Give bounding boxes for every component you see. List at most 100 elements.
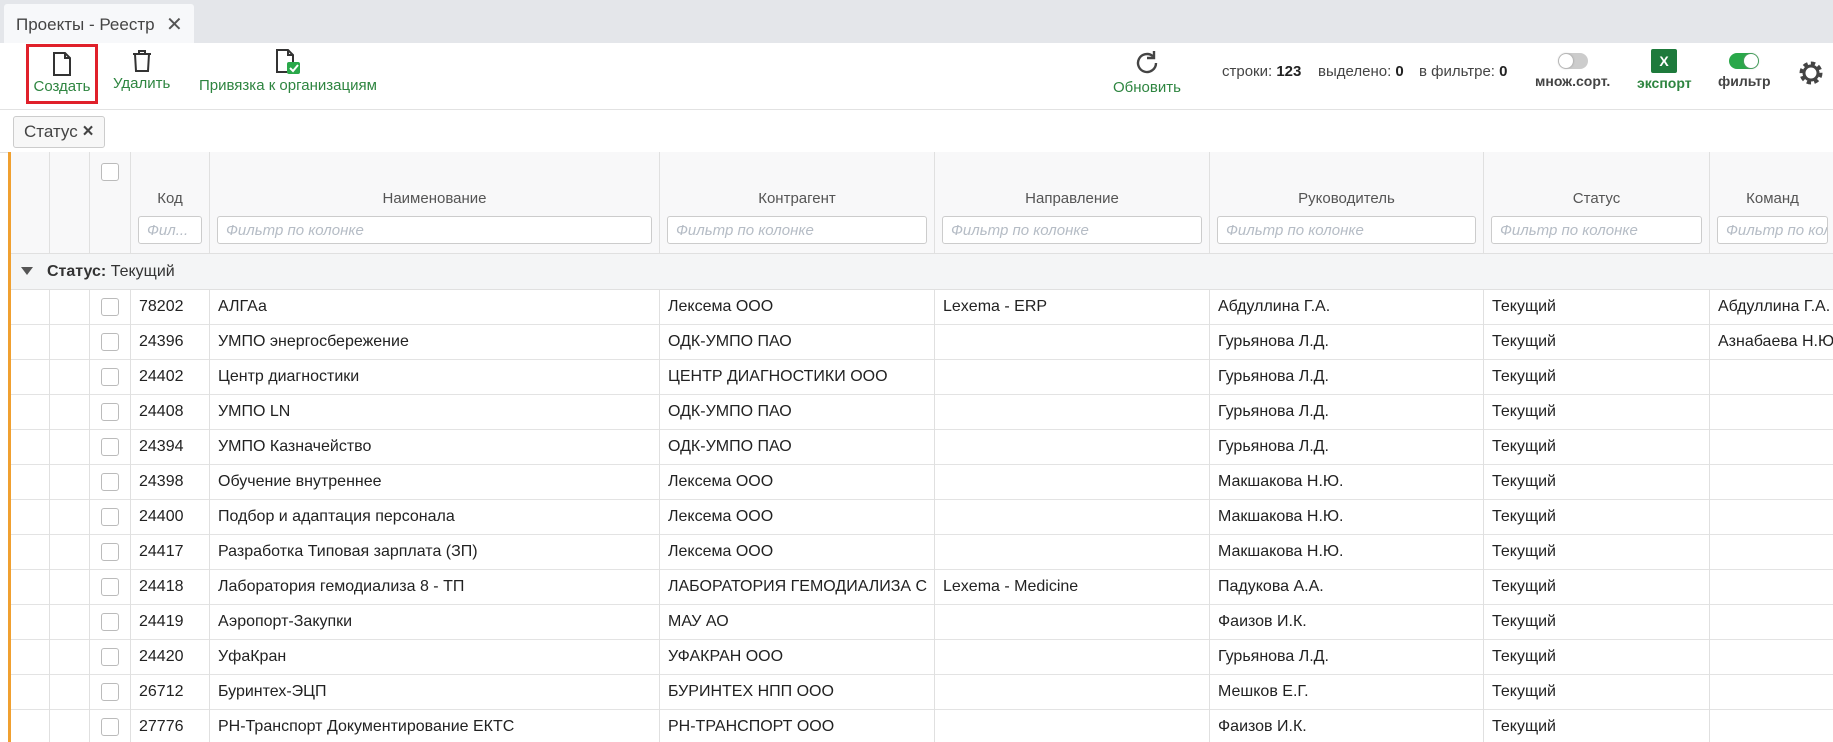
cell-text: Гурьянова Л.Д. xyxy=(1210,429,1484,464)
grid-row[interactable]: 24398 Обучение внутреннее Лексема ООО Макша… xyxy=(11,464,1833,500)
row-cell xyxy=(90,359,131,394)
refresh-button[interactable]: Обновить xyxy=(1113,49,1181,96)
cell-text: ЦЕНТР ДИАГНОСТИКИ ООО xyxy=(660,359,935,394)
stat-value: 123 xyxy=(1276,63,1302,80)
cell-text xyxy=(1710,639,1833,674)
row-cell xyxy=(90,709,131,742)
cell-text: АЛГАа xyxy=(210,289,660,324)
grid-row[interactable]: 24402 Центр диагностики ЦЕНТР ДИАГНОСТИКИ … xyxy=(11,359,1833,395)
column-header[interactable]: Статус Фильтр по колонке xyxy=(1484,152,1710,254)
cell-text: Лексема ООО xyxy=(660,534,935,569)
column-title: Контрагент xyxy=(758,190,836,207)
column-filter[interactable]: Фильтр по колонке xyxy=(1491,216,1702,244)
row-checkbox[interactable] xyxy=(101,718,119,736)
row-cell xyxy=(90,674,131,709)
grid-row[interactable]: 24394 УМПО Казначейство ОДК-УМПО ПАО Гурьян… xyxy=(11,429,1833,465)
export-button[interactable]: X экспорт xyxy=(1637,49,1692,91)
cell-text: 24419 xyxy=(131,604,210,639)
grid-row[interactable]: 24408 УМПО LN ОДК-УМПО ПАО Гурьянова Л.Д. Те… xyxy=(11,394,1833,430)
grid-row[interactable]: 24400 Подбор и адаптация персонала Лексема… xyxy=(11,499,1833,535)
row-cell xyxy=(90,289,131,324)
grid-row[interactable]: 78202 АЛГАа Лексема ООО Lexema - ERP Абдулли… xyxy=(11,289,1833,325)
group-collapse[interactable] xyxy=(21,267,33,275)
row-checkbox[interactable] xyxy=(101,438,119,456)
column-title: Команд xyxy=(1746,190,1799,207)
grid-row[interactable]: 24419 Аэропорт-Закупки МАУ АО Фаизов И.К. Те… xyxy=(11,604,1833,640)
row-checkbox[interactable] xyxy=(101,333,119,351)
grid-row[interactable]: 27776 РН-Транспорт Документирование ЕКТС Р… xyxy=(11,709,1833,742)
row-checkbox[interactable] xyxy=(101,648,119,666)
column-filter[interactable]: Фильтр по колонке xyxy=(667,216,927,244)
column-header[interactable]: Контрагент Фильтр по колонке xyxy=(660,152,935,254)
row-cell xyxy=(90,394,131,429)
column-filter[interactable]: Фильтр по колонке xyxy=(1217,216,1476,244)
tab-close[interactable]: ✕ xyxy=(166,14,183,36)
cell-text: Текущий xyxy=(1484,639,1710,674)
row-cell xyxy=(11,429,50,464)
grid-row[interactable]: 24418 Лаборатория гемодиализа 8 - ТП ЛАБОР… xyxy=(11,569,1833,605)
data-grid: Статус: Текущий Код Фил... Наименование Фил… xyxy=(8,152,1833,742)
row-checkbox[interactable] xyxy=(101,368,119,386)
grid-row[interactable]: 24396 УМПО энергосбережение ОДК-УМПО ПАО Гу… xyxy=(11,324,1833,360)
column-header[interactable]: Руководитель Фильтр по колонке xyxy=(1210,152,1484,254)
row-checkbox[interactable] xyxy=(101,578,119,596)
cell-text: Падукова А.А. xyxy=(1210,569,1484,604)
cell-text: Текущий xyxy=(1484,569,1710,604)
link-button[interactable]: Привязка к организациям xyxy=(199,49,377,94)
tab[interactable]: Проекты - Реестр ✕ xyxy=(4,4,194,43)
row-cell xyxy=(11,464,50,499)
row-cell xyxy=(11,499,50,534)
chip-close[interactable]: × xyxy=(82,121,94,142)
filter-toggle[interactable]: фильтр xyxy=(1718,53,1771,89)
cell-text xyxy=(935,394,1210,429)
group-value: Текущий xyxy=(110,263,175,280)
cell-text: Текущий xyxy=(1484,464,1710,499)
toolbar: Создать Удалить Привязка к организациям … xyxy=(0,43,1833,110)
grid-row[interactable]: 24417 Разработка Типовая зарплата (ЗП) Лек… xyxy=(11,534,1833,570)
column-filter[interactable]: Фил... xyxy=(138,216,202,244)
group-row[interactable]: Статус: Текущий xyxy=(11,254,1833,290)
settings-icon[interactable] xyxy=(1797,59,1825,87)
stat-selected: выделено: 0 xyxy=(1318,63,1404,80)
grid-row[interactable]: 26712 Буринтех-ЭЦП БУРИНТЕХ НПП ООО Мешков … xyxy=(11,674,1833,710)
header-cell xyxy=(50,152,90,254)
grid-row[interactable]: 24420 УфаКран УФАКРАН ООО Гурьянова Л.Д. Тек… xyxy=(11,639,1833,675)
column-header[interactable]: Код Фил... xyxy=(131,152,210,254)
delete-button[interactable]: Удалить xyxy=(113,49,170,92)
row-checkbox[interactable] xyxy=(101,403,119,421)
column-header[interactable]: Наименование Фильтр по колонке xyxy=(210,152,660,254)
cell-text: ОДК-УМПО ПАО xyxy=(660,429,935,464)
column-header[interactable]: Команд Фильтр по колонке xyxy=(1710,152,1833,254)
select-all-checkbox[interactable] xyxy=(101,163,119,181)
multisort-label: множ.сорт. xyxy=(1535,73,1611,89)
cell-text: 24420 xyxy=(131,639,210,674)
row-cell xyxy=(50,639,90,674)
cell-text: Текущий xyxy=(1484,604,1710,639)
group-title: Статус: Текущий xyxy=(47,254,175,289)
cell-text: 78202 xyxy=(131,289,210,324)
row-checkbox[interactable] xyxy=(101,473,119,491)
row-cell xyxy=(90,604,131,639)
row-cell xyxy=(50,709,90,742)
row-checkbox[interactable] xyxy=(101,508,119,526)
create-button[interactable]: Создать xyxy=(26,44,98,104)
column-filter[interactable]: Фильтр по колонке xyxy=(217,216,652,244)
row-checkbox[interactable] xyxy=(101,613,119,631)
column-title: Код xyxy=(157,190,183,207)
row-checkbox[interactable] xyxy=(101,683,119,701)
column-header[interactable]: Направление Фильтр по колонке xyxy=(935,152,1210,254)
row-checkbox[interactable] xyxy=(101,298,119,316)
row-cell xyxy=(90,464,131,499)
column-title: Наименование xyxy=(382,190,487,207)
column-title: Руководитель xyxy=(1298,190,1395,207)
multisort-toggle[interactable]: множ.сорт. xyxy=(1535,53,1610,89)
filter-chip[interactable]: Статус × xyxy=(13,116,105,148)
column-filter[interactable]: Фильтр по колонке xyxy=(942,216,1202,244)
cell-text: Гурьянова Л.Д. xyxy=(1210,639,1484,674)
cell-text: УМПО энергосбережение xyxy=(210,324,660,359)
column-filter[interactable]: Фильтр по колонке xyxy=(1717,216,1828,244)
row-checkbox[interactable] xyxy=(101,543,119,561)
cell-text: 24402 xyxy=(131,359,210,394)
cell-text: Текущий xyxy=(1484,324,1710,359)
chip-label: Статус xyxy=(24,122,78,141)
